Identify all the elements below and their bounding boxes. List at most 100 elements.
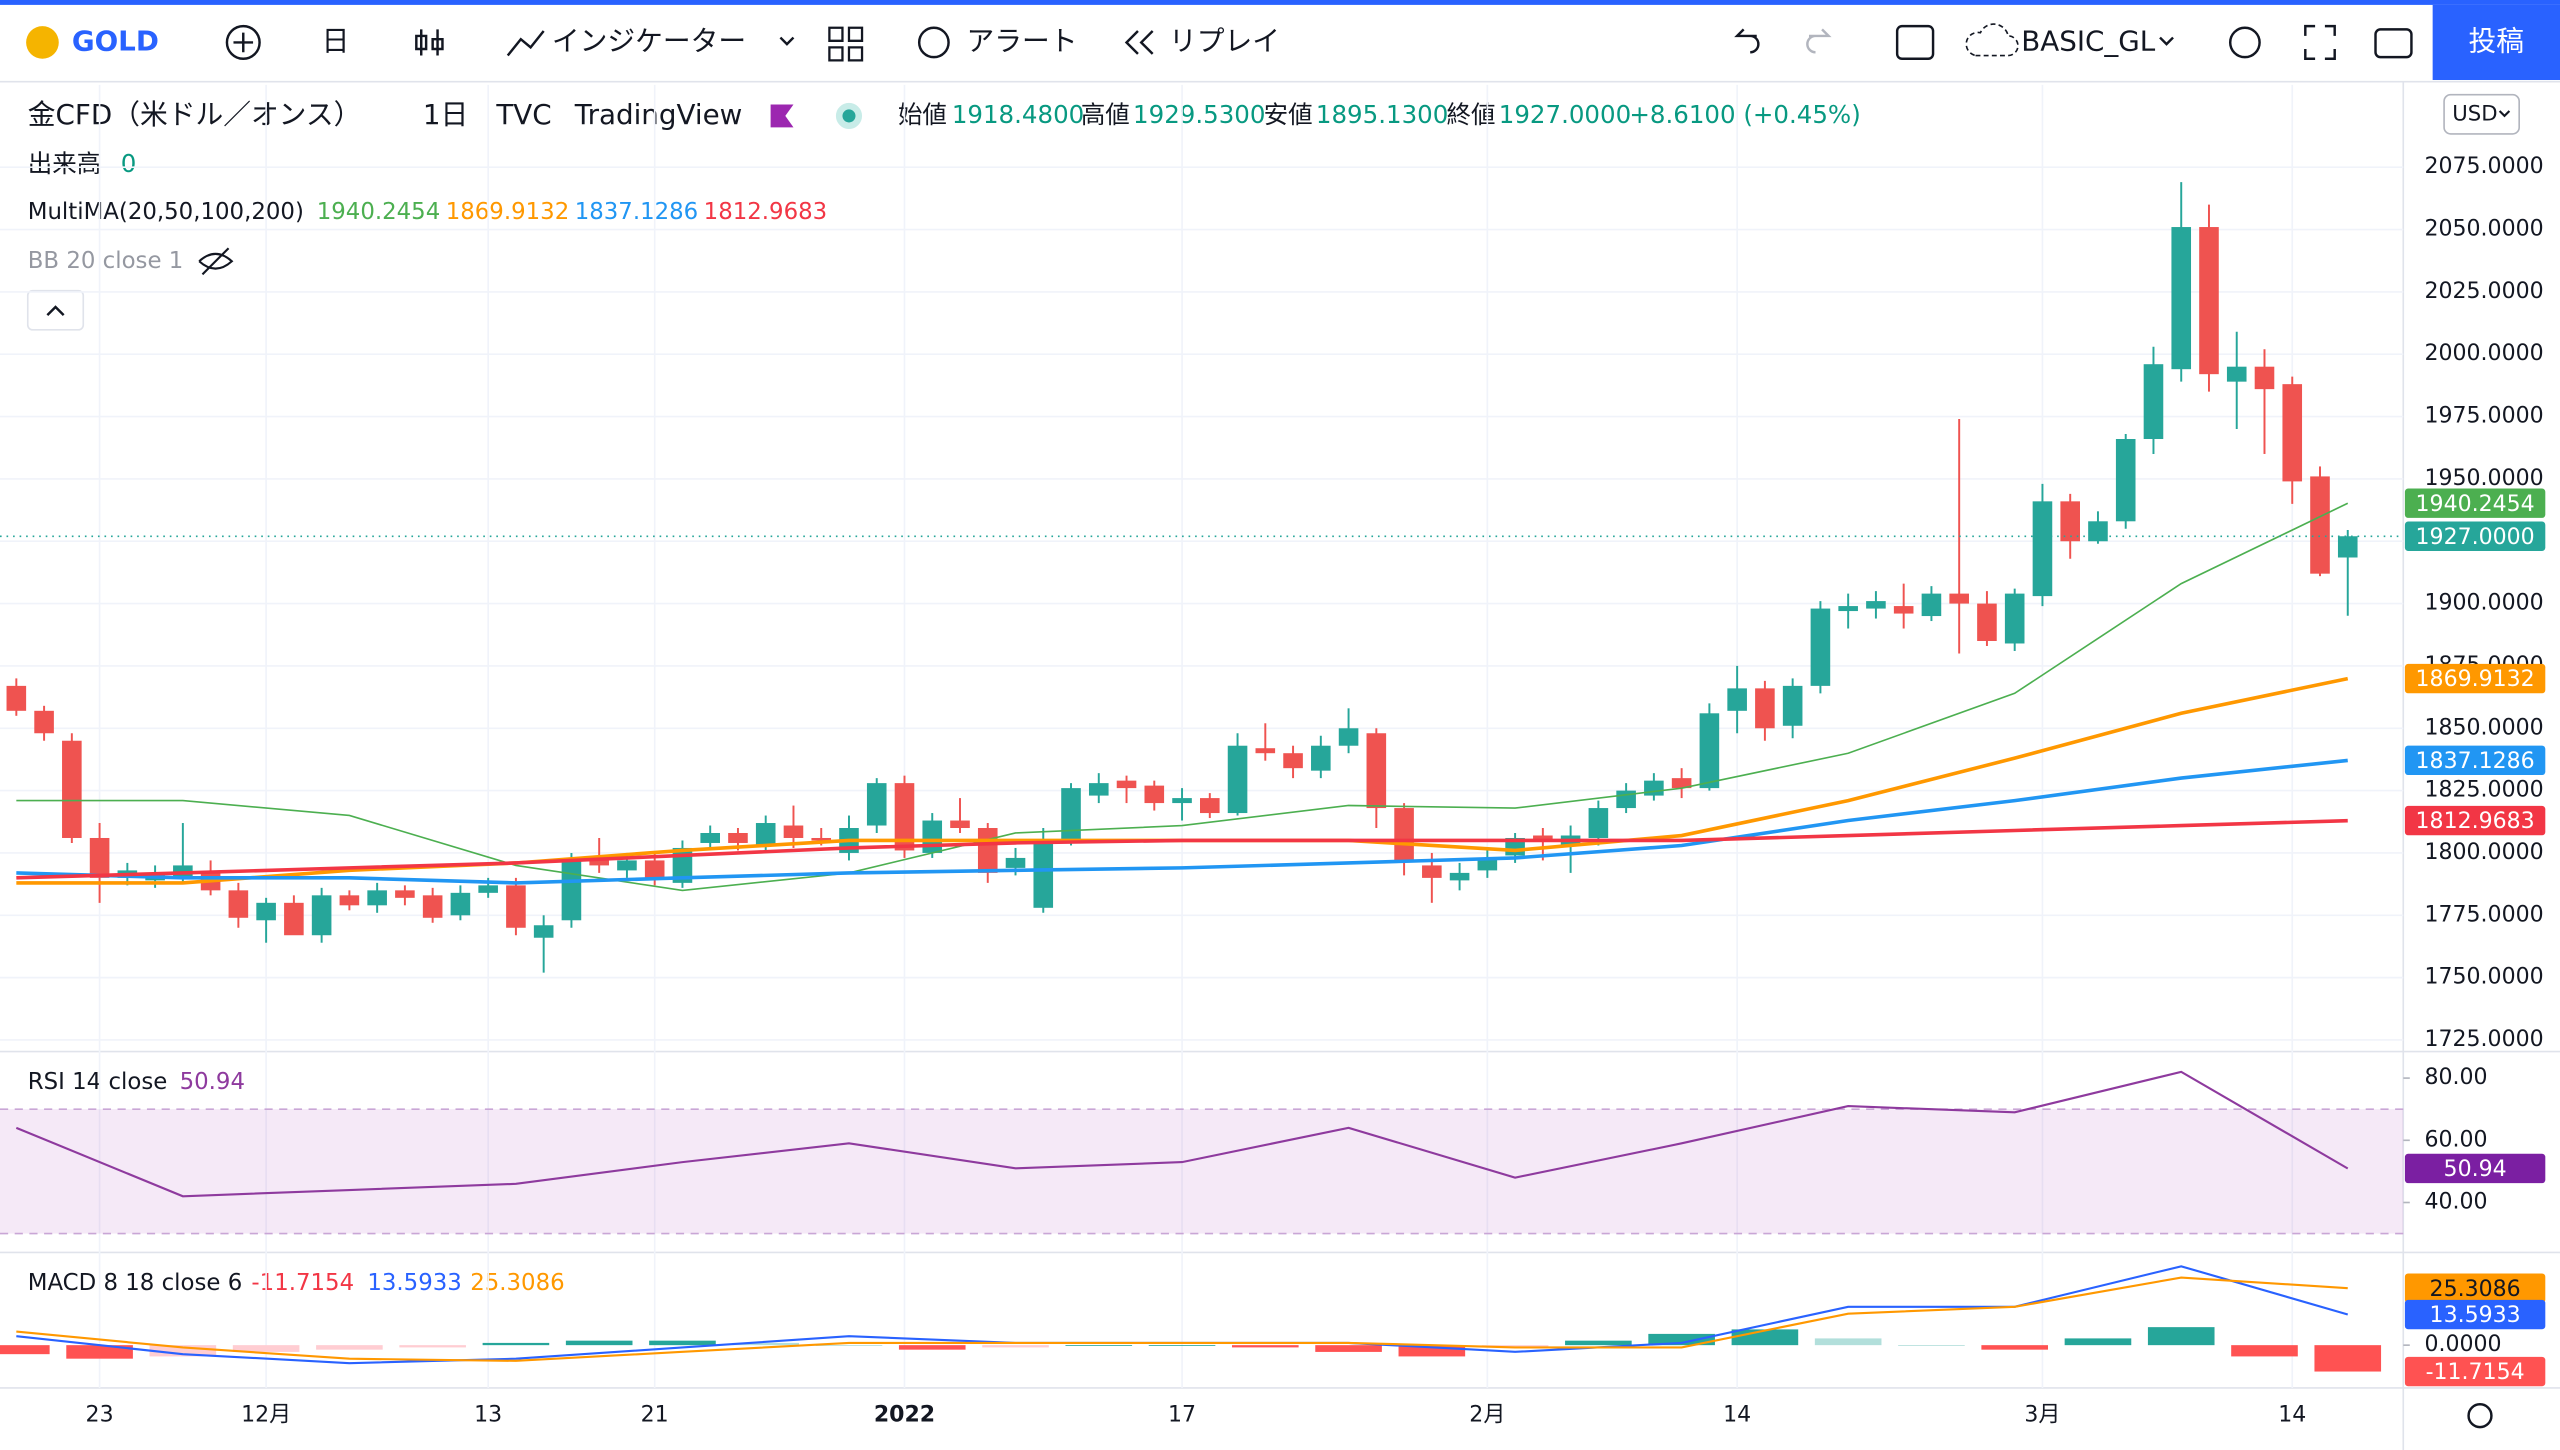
candle-body xyxy=(644,860,665,878)
candle-body xyxy=(450,892,471,916)
candle-body xyxy=(395,890,415,898)
candle-body xyxy=(367,890,387,906)
y-tick-label: 1975.0000 xyxy=(2424,404,2543,429)
candle-body xyxy=(2143,364,2164,440)
rsi-line xyxy=(15,1070,2349,1198)
macd-value: 13.5933 xyxy=(367,1270,461,1296)
rsi-band xyxy=(0,1109,2404,1234)
top-strip xyxy=(0,0,2560,5)
chart-type-icon[interactable] xyxy=(415,29,444,56)
alert-icon xyxy=(917,26,950,59)
candle-body xyxy=(256,902,276,921)
ohlc-value: 1895.1300 xyxy=(1316,100,1448,129)
interval[interactable]: 日 xyxy=(322,24,350,57)
candle-body xyxy=(1366,733,1387,809)
y-tick-label: 80.00 xyxy=(2424,1065,2487,1090)
layout-icon[interactable] xyxy=(828,26,864,62)
candle-body xyxy=(1755,688,1775,729)
market-status xyxy=(835,102,863,129)
candle-body xyxy=(2199,227,2219,375)
candle-body xyxy=(2282,384,2303,482)
candle-body xyxy=(1172,798,1192,804)
add-icon[interactable] xyxy=(225,24,261,61)
axis-settings[interactable] xyxy=(2467,1403,2493,1429)
price-badge-label: 25.3086 xyxy=(2430,1277,2521,1302)
ohlc-name: 始値 xyxy=(898,100,947,129)
candle-body xyxy=(1227,745,1248,814)
candle-body xyxy=(783,825,804,838)
replay[interactable]: リプレイ xyxy=(1169,24,1280,57)
symbol-icon xyxy=(26,26,59,59)
histogram-bar xyxy=(1481,1345,1549,1348)
redo[interactable] xyxy=(1806,28,1832,54)
candle-body xyxy=(1422,865,1442,878)
candle-body xyxy=(1782,685,1803,726)
publish-button[interactable] xyxy=(2432,4,2560,81)
symbol[interactable]: GOLD xyxy=(72,24,159,57)
price-badge xyxy=(2404,521,2546,551)
candle-body xyxy=(62,740,82,838)
undo[interactable] xyxy=(1734,28,1760,54)
price-badge-label: 1837.1286 xyxy=(2416,749,2535,774)
volume-value: 0 xyxy=(121,149,137,178)
candle-body xyxy=(1116,780,1137,789)
settings-icon[interactable] xyxy=(2228,26,2261,59)
ohlc-name: 終値 xyxy=(1447,100,1496,129)
candle-body xyxy=(506,885,526,928)
histogram-bar xyxy=(482,1342,550,1346)
ohlc-value: 1929.5300 xyxy=(1133,100,1265,129)
candle-body xyxy=(2171,227,2192,370)
currency[interactable]: USD xyxy=(2452,101,2497,126)
candle-body xyxy=(1949,593,1969,604)
candle-body xyxy=(1283,753,1303,769)
candle-body xyxy=(2032,501,2053,597)
flag-icon[interactable] xyxy=(770,104,794,128)
price-badge xyxy=(2404,1299,2546,1330)
collapse-button[interactable] xyxy=(26,289,85,331)
y-tick-label: 2025.0000 xyxy=(2424,279,2543,304)
y-tick-label: 60.00 xyxy=(2424,1127,2487,1152)
cloud-icon xyxy=(1965,23,2019,57)
y-tick-label: 1725.0000 xyxy=(2424,1027,2543,1052)
candle-body xyxy=(1311,745,1331,771)
histogram-bar xyxy=(1065,1345,1133,1346)
camera-icon[interactable] xyxy=(2374,28,2413,59)
price-badge-label: 1812.9683 xyxy=(2416,809,2535,834)
price-badge xyxy=(2404,1153,2546,1184)
candle-body xyxy=(1449,872,1470,881)
histogram-bar xyxy=(815,1345,883,1346)
histogram-bar xyxy=(2314,1345,2382,1372)
candle-body xyxy=(1088,783,1109,796)
expand-icon[interactable] xyxy=(2304,24,2336,61)
candle-body xyxy=(1144,785,1165,804)
currency-button[interactable] xyxy=(2443,93,2520,135)
candle-body xyxy=(228,890,249,918)
signal-value: 25.3086 xyxy=(470,1270,564,1296)
indicators[interactable]: インジケーター xyxy=(552,24,746,57)
histogram-bar xyxy=(1148,1345,1216,1346)
dropdown[interactable] xyxy=(779,36,795,46)
plot: 1725.0000 1750.0000 1775.0000 1800.0000 1825… xyxy=(0,84,2546,1428)
histogram-bar xyxy=(232,1345,300,1352)
layout-dropdown[interactable] xyxy=(2159,36,2174,46)
x-tick-label: 23 xyxy=(86,1403,114,1428)
histogram-bar xyxy=(2231,1345,2298,1357)
histogram-bar xyxy=(898,1345,966,1350)
collapse-icon xyxy=(46,305,65,317)
rsi-value: 50.94 xyxy=(180,1069,245,1095)
candle-body xyxy=(561,860,582,921)
ma-line xyxy=(16,818,2348,880)
y-tick-label: 1825.0000 xyxy=(2424,778,2543,803)
histogram-bar xyxy=(1232,1345,1299,1348)
publish[interactable]: 投稿 xyxy=(2469,24,2525,57)
alert[interactable]: アラート xyxy=(967,24,1078,57)
fullscreen-box[interactable] xyxy=(1895,24,1935,61)
histogram-bar xyxy=(399,1345,466,1348)
histogram-bar xyxy=(1981,1345,2048,1350)
price-badge xyxy=(2404,745,2546,776)
candle-body xyxy=(1255,748,1276,754)
hidden-icon[interactable] xyxy=(198,247,234,276)
histogram-bar xyxy=(1648,1333,1715,1346)
candle-body xyxy=(1033,840,1054,908)
layout-name[interactable]: BASIC_GL xyxy=(2021,24,2156,57)
